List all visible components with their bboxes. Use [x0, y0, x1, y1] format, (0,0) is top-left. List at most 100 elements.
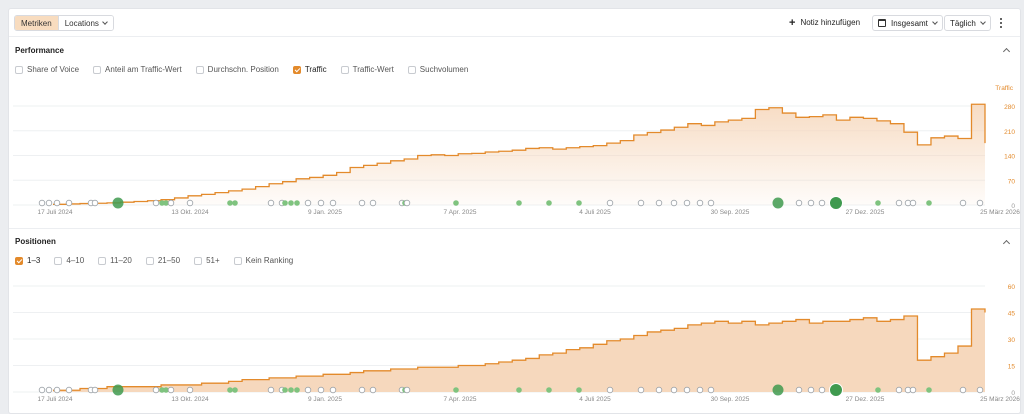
event-marker-icon	[232, 387, 238, 393]
note-marker-icon	[403, 386, 411, 394]
tab-locations-label: Locations	[64, 18, 99, 28]
view-switch: Metriken Locations	[14, 15, 114, 31]
series-line	[53, 103, 986, 205]
checkbox[interactable]	[15, 256, 23, 265]
scope-dropdown[interactable]: Insgesamt	[872, 15, 943, 31]
series-line	[53, 308, 986, 391]
checkbox[interactable]	[54, 256, 63, 265]
scope-label: Insgesamt	[891, 18, 928, 28]
note-marker-icon	[304, 199, 312, 207]
checkbox[interactable]	[15, 65, 23, 74]
event-marker-icon	[294, 387, 300, 393]
event-marker-icon	[294, 200, 300, 206]
note-marker-icon	[186, 386, 194, 394]
checkbox[interactable]	[340, 65, 349, 74]
note-marker-icon	[369, 199, 377, 207]
metric-toggle[interactable]: Traffic	[292, 65, 327, 74]
metric-toggle[interactable]: Share of Voice	[15, 65, 79, 74]
metric-toggle[interactable]: Durchschn. Position	[195, 65, 279, 74]
event-cluster-icon	[772, 197, 784, 209]
note-marker-icon	[795, 199, 803, 207]
note-marker-icon	[637, 386, 645, 394]
y-tick-label: 0	[1011, 390, 1015, 397]
event-marker-icon	[159, 200, 165, 206]
more-options-icon[interactable]	[998, 18, 1004, 30]
note-marker-icon	[637, 199, 645, 207]
note-marker-icon	[65, 199, 73, 207]
event-marker-icon	[576, 387, 582, 393]
note-marker-icon	[38, 199, 46, 207]
metric-toggle[interactable]: Traffic-Wert	[340, 65, 394, 74]
checkbox[interactable]	[195, 65, 204, 74]
position-bucket-label: Kein Ranking	[245, 256, 294, 265]
checkbox[interactable]	[145, 256, 154, 265]
position-bucket-toggle[interactable]: 11–20	[98, 256, 132, 265]
checkbox[interactable]	[292, 65, 301, 74]
metric-toggle[interactable]: Suchvolumen	[407, 65, 468, 74]
metric-label: Traffic	[304, 65, 327, 74]
event-cluster-icon	[112, 384, 124, 396]
note-marker-icon	[807, 386, 815, 394]
event-marker-icon	[453, 200, 459, 206]
collapse-performance-icon[interactable]	[1002, 47, 1011, 56]
y-tick-label: 15	[1008, 364, 1016, 371]
x-tick-label: 17 Juli 2024	[37, 396, 72, 403]
tab-metrics[interactable]: Metriken	[15, 16, 58, 30]
x-tick-label: 17 Juli 2024	[37, 209, 72, 216]
event-marker-icon	[159, 387, 165, 393]
event-marker-icon	[546, 387, 552, 393]
note-marker-icon	[91, 199, 99, 207]
note-marker-icon	[317, 199, 325, 207]
x-tick-label: 25 März 2026	[980, 396, 1020, 403]
note-marker-icon	[304, 386, 312, 394]
note-marker-icon	[167, 386, 175, 394]
position-bucket-toggle[interactable]: 4–10	[54, 256, 84, 265]
note-marker-icon	[895, 386, 903, 394]
note-marker-icon	[707, 386, 715, 394]
series-area	[53, 104, 985, 205]
x-tick-label: 27 Dez. 2025	[846, 396, 885, 403]
collapse-positions-icon[interactable]	[1002, 239, 1011, 248]
x-tick-label: 9 Jan. 2025	[308, 396, 342, 403]
note-marker-icon	[909, 199, 917, 207]
event-marker-icon	[516, 200, 522, 206]
note-marker-icon	[45, 386, 53, 394]
position-bucket-toggles: 1–3 4–10 11–20 21–50 51+ Kein Ranking	[15, 256, 293, 265]
chevron-down-icon	[102, 19, 108, 25]
note-marker-icon	[909, 386, 917, 394]
note-marker-icon	[895, 199, 903, 207]
checkbox[interactable]	[93, 65, 102, 74]
checkbox[interactable]	[194, 256, 203, 265]
note-marker-icon	[369, 386, 377, 394]
note-marker-icon	[807, 199, 815, 207]
event-marker-icon	[516, 387, 522, 393]
note-marker-icon	[403, 199, 411, 207]
position-bucket-toggle[interactable]: 21–50	[145, 256, 180, 265]
note-marker-icon	[683, 386, 691, 394]
note-marker-icon	[707, 199, 715, 207]
interval-dropdown[interactable]: Täglich	[944, 15, 991, 31]
checkbox[interactable]	[407, 65, 416, 74]
note-marker-icon	[670, 386, 678, 394]
metric-toggle[interactable]: Anteil am Traffic-Wert	[93, 65, 182, 74]
note-marker-icon	[670, 199, 678, 207]
note-marker-icon	[152, 199, 160, 207]
note-marker-icon	[317, 386, 325, 394]
event-marker-icon	[875, 387, 881, 393]
checkbox[interactable]	[233, 256, 242, 265]
checkbox[interactable]	[98, 256, 107, 265]
event-marker-icon	[227, 387, 233, 393]
position-bucket-toggle[interactable]: Kein Ranking	[233, 256, 294, 265]
plus-icon: +	[789, 16, 796, 29]
note-marker-icon	[606, 386, 614, 394]
note-marker-icon	[606, 199, 614, 207]
event-cluster-icon	[112, 197, 124, 209]
position-bucket-toggle[interactable]: 51+	[194, 256, 220, 265]
note-marker-icon	[152, 386, 160, 394]
position-bucket-toggle[interactable]: 1–3	[15, 256, 40, 265]
note-marker-icon	[38, 386, 46, 394]
event-marker-icon	[576, 200, 582, 206]
event-marker-icon	[288, 387, 294, 393]
tab-locations[interactable]: Locations	[57, 16, 113, 30]
add-note-button[interactable]: + Notiz hinzufügen	[789, 16, 860, 29]
